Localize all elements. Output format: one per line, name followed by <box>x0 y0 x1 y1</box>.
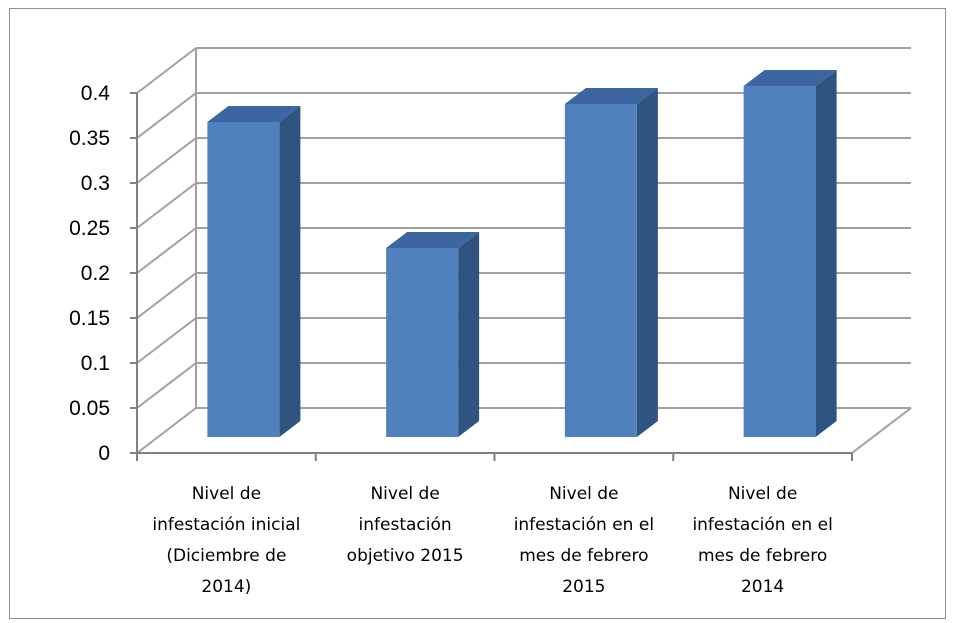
y-tick-label: 0.3 <box>81 172 110 195</box>
gridline-side <box>136 47 197 94</box>
gridline-side <box>136 317 197 364</box>
bar <box>386 232 480 437</box>
y-tick-label: 0.1 <box>81 352 110 375</box>
bar-front <box>743 86 816 437</box>
x-tick-label-line: infestación en el <box>514 515 654 535</box>
gridline-side <box>136 92 197 139</box>
bar-side <box>815 70 837 437</box>
x-tick-label: Nivel de infestación en el mes de febrero 2… <box>692 484 832 597</box>
gridline-side <box>136 362 197 409</box>
floor-left-edge <box>136 407 197 454</box>
gridline-side <box>136 137 197 184</box>
x-tick-label-line: (Diciembre de <box>166 546 286 566</box>
y-tick-label: 0.2 <box>81 262 110 285</box>
x-tick-label-line: Nivel de <box>728 484 797 504</box>
bars <box>207 70 837 437</box>
bar-top <box>386 232 480 248</box>
bar-top <box>743 70 837 86</box>
x-tick-label-line: Nivel de <box>370 484 439 504</box>
bar <box>743 70 837 437</box>
y-tick-label: 0.4 <box>81 82 111 105</box>
y-tick-label: 0.25 <box>69 217 110 240</box>
bar-front <box>386 248 459 437</box>
bar-top <box>564 88 658 104</box>
bar <box>564 88 658 437</box>
x-tick-label-line: objetivo 2015 <box>347 546 464 566</box>
x-tick-label-line: mes de febrero <box>698 546 827 566</box>
bar-side <box>279 106 301 437</box>
gridline-side <box>136 227 197 274</box>
bar-side <box>636 88 658 437</box>
y-tick-label: 0 <box>98 442 110 465</box>
floor-right-edge <box>851 407 912 454</box>
x-tick-label: Nivel de infestación en el mes de febrero 2… <box>514 484 654 597</box>
x-tick-label-line: Nivel de <box>192 484 261 504</box>
bar-front <box>207 122 280 437</box>
x-tick-label-line: infestación <box>359 515 452 535</box>
x-tick-label-line: mes de febrero <box>519 546 648 566</box>
x-tick-label: Nivel de infestación inicial (Diciembre de… <box>152 484 300 597</box>
bar-top <box>207 106 301 122</box>
y-tick-label: 0.05 <box>69 397 110 420</box>
x-tick-label: Nivel de infestación objetivo 2015 <box>347 484 464 566</box>
x-tick-label-line: infestación en el <box>692 515 832 535</box>
x-tick-label-line: 2014) <box>201 577 251 597</box>
y-tick-label: 0.35 <box>69 127 110 150</box>
bar-side <box>458 232 480 437</box>
x-tick-label-line: 2015 <box>562 577 605 597</box>
x-tick-label-line: Nivel de <box>549 484 618 504</box>
y-tick-labels: 0 0.05 0.1 0.15 0.2 0.25 0.3 0.35 0.4 <box>69 82 110 465</box>
x-tick-labels: Nivel de infestación inicial (Diciembre de… <box>152 484 832 597</box>
bar <box>207 106 301 437</box>
bar-front <box>564 104 637 437</box>
x-tick-label-line: 2014 <box>741 577 784 597</box>
gridline-side <box>136 272 197 319</box>
gridline-side <box>136 182 197 229</box>
x-tick-label-line: infestación inicial <box>152 515 300 535</box>
y-tick-label: 0.15 <box>69 307 110 330</box>
axes <box>130 92 853 461</box>
